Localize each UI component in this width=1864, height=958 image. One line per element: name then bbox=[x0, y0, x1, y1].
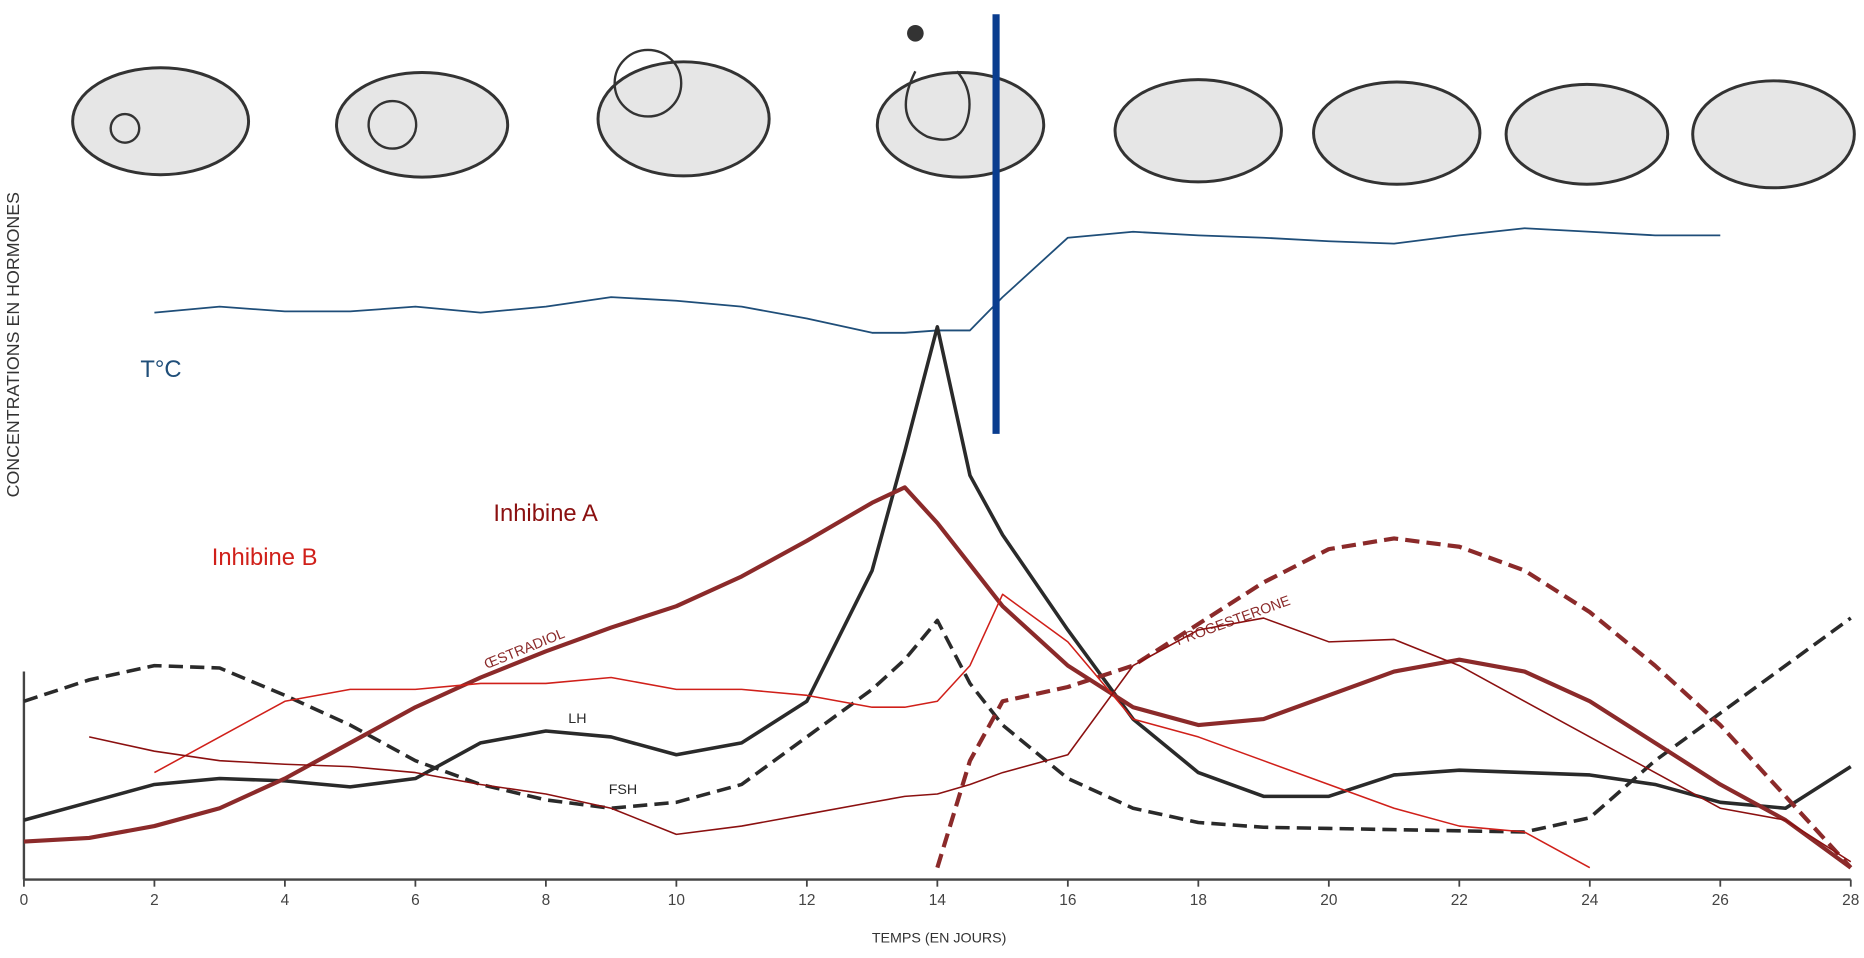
series-label: LH bbox=[568, 711, 586, 727]
x-tick-label: 0 bbox=[20, 892, 29, 909]
x-tick-label: 16 bbox=[1059, 892, 1076, 909]
ovary-illustrations bbox=[71, 24, 1856, 190]
series-line bbox=[23, 616, 1852, 834]
corpus-luteum-drawing bbox=[1312, 80, 1482, 186]
series-label: T°C bbox=[140, 356, 181, 383]
x-tick-label: 2 bbox=[150, 892, 159, 909]
x-tick-label: 18 bbox=[1190, 892, 1207, 909]
x-tick-label: 12 bbox=[798, 892, 815, 909]
x-tick-label: 20 bbox=[1320, 892, 1337, 909]
series-label: Inhibine A bbox=[493, 500, 598, 527]
ovocyte-drawing bbox=[907, 24, 924, 42]
follicle-drawing bbox=[367, 99, 418, 150]
x-axis-label: TEMPS (EN JOURS) bbox=[872, 931, 1007, 947]
series-line bbox=[89, 617, 1852, 863]
follicle-drawing bbox=[109, 112, 141, 144]
x-tick-label: 14 bbox=[929, 892, 947, 909]
ovulation-drawing bbox=[904, 70, 971, 141]
corpus-luteum-drawing bbox=[1504, 82, 1670, 186]
follicle-drawing bbox=[613, 48, 683, 118]
follicle-drawing bbox=[71, 66, 251, 177]
x-tick-label: 8 bbox=[542, 892, 551, 909]
series-label: FSH bbox=[609, 782, 638, 798]
x-tick-label: 4 bbox=[281, 892, 290, 909]
corpus-luteum-drawing bbox=[1691, 79, 1856, 190]
x-tick-label: 22 bbox=[1451, 892, 1468, 909]
y-axis-label: CONCENTRATIONS EN HORMONES bbox=[3, 192, 23, 498]
x-tick-label: 6 bbox=[411, 892, 420, 909]
series-line bbox=[23, 325, 1852, 822]
x-tick-label: 24 bbox=[1581, 892, 1599, 909]
x-tick-label: 28 bbox=[1842, 892, 1859, 909]
follicle-drawing bbox=[596, 60, 771, 178]
series-line bbox=[154, 227, 1721, 334]
series-label: Inhibine B bbox=[212, 544, 318, 571]
corpus-luteum-drawing bbox=[1113, 78, 1283, 184]
series-line bbox=[935, 536, 1853, 870]
follicle-drawing bbox=[335, 71, 510, 179]
series-line bbox=[154, 593, 1591, 869]
x-tick-label: 10 bbox=[668, 892, 685, 909]
follicle-drawing bbox=[875, 71, 1046, 179]
x-tick-label: 26 bbox=[1712, 892, 1729, 909]
series-line bbox=[23, 485, 1853, 870]
